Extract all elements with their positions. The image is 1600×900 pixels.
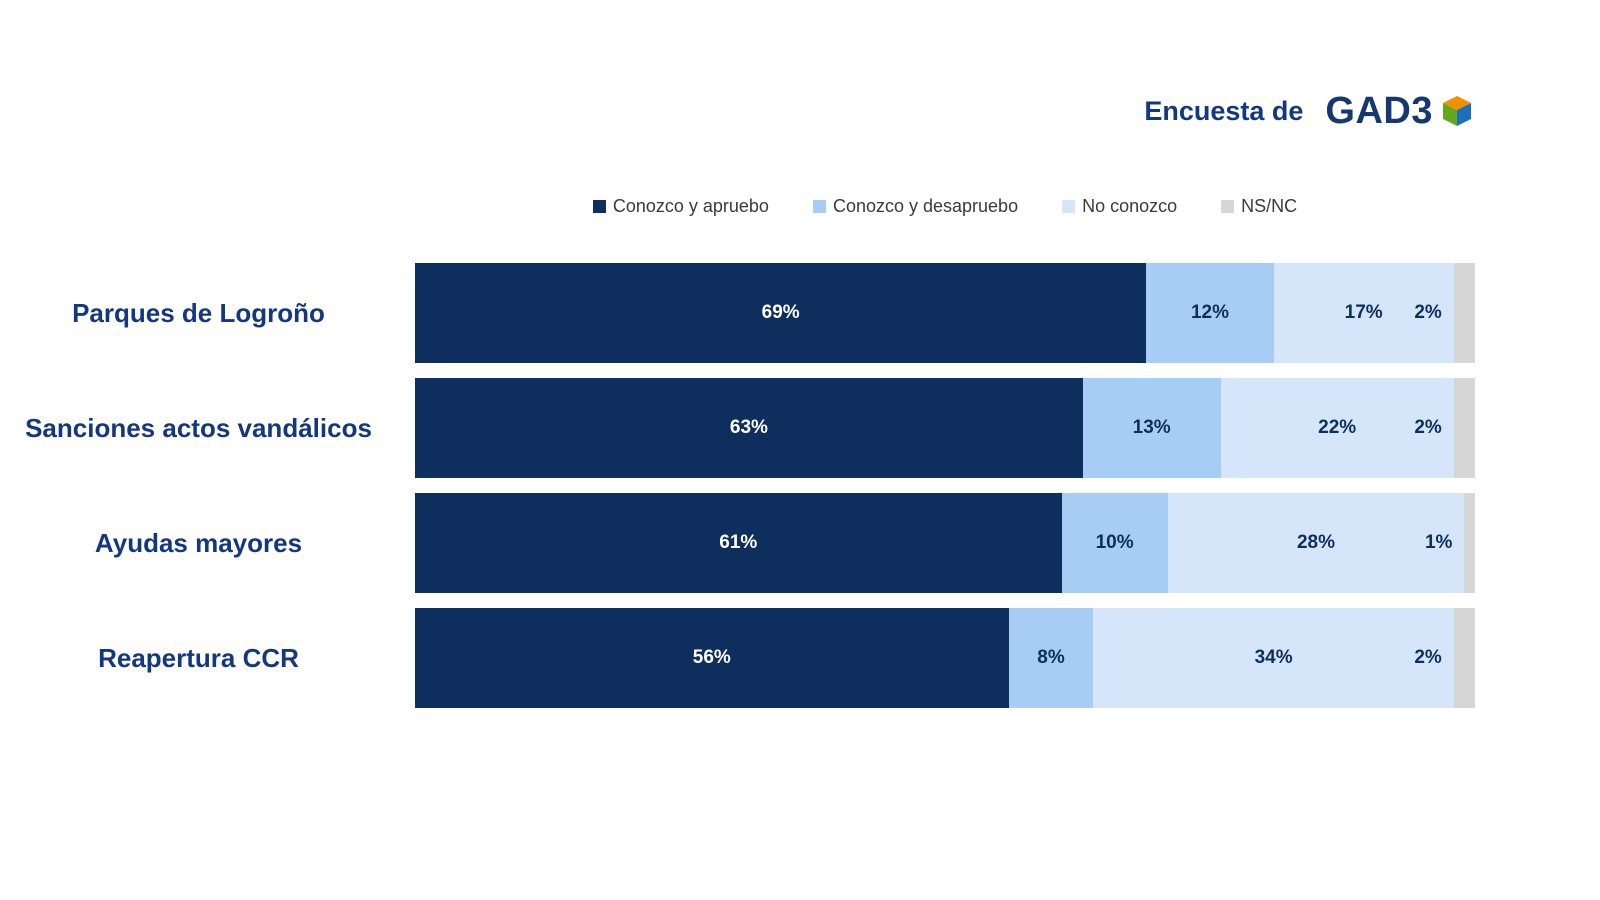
legend-item: Conozco y desapruebo (812, 196, 1019, 217)
category-label: Sanciones actos vandálicos (25, 412, 372, 443)
bar-segment (1453, 378, 1475, 478)
legend-swatch-icon (592, 200, 606, 213)
chart-row: Reapertura CCR 56% 8% 34% 2% (0, 608, 1475, 708)
nsnc-value-label: 2% (1414, 647, 1442, 668)
bar-segment: 63% (415, 378, 1083, 478)
legend-swatch-icon (1221, 200, 1235, 213)
legend-item: NS/NC (1221, 196, 1297, 217)
segment-value-label: 56% (692, 647, 731, 668)
bar-segment: 17% (1273, 263, 1454, 363)
bar-segment: 10% (1061, 493, 1168, 593)
segment-value-label: 69% (761, 302, 800, 323)
segment-value-label: 28% (1296, 532, 1335, 553)
category-label: Reapertura CCR (98, 642, 299, 673)
bar-segment: 22% (1220, 378, 1454, 478)
legend-label: No conozco (1082, 196, 1178, 216)
nsnc-value-label: 2% (1414, 417, 1442, 438)
bar-segment: 28% (1167, 493, 1465, 593)
nsnc-value-label: 2% (1414, 302, 1442, 323)
legend-label: Conozco y apruebo (612, 196, 769, 216)
bar-segment (1453, 263, 1475, 363)
segment-value-label: 61% (719, 532, 758, 553)
header: Encuesta de GAD3 (1144, 92, 1474, 130)
legend-swatch-icon (1062, 200, 1076, 213)
brand-name: GAD3 (1325, 90, 1433, 132)
bar-segment: 12% (1146, 263, 1274, 363)
chart-row: Ayudas mayores 61% 10% 28% 1% (0, 493, 1475, 593)
legend-swatch-icon (812, 200, 826, 213)
bar-segment (1464, 493, 1475, 593)
legend-item: Conozco y apruebo (592, 196, 769, 217)
cube-logo-icon (1443, 96, 1471, 126)
segment-value-label: 63% (729, 417, 768, 438)
segment-value-label: 8% (1037, 647, 1065, 668)
bar-segment: 56% (415, 608, 1009, 708)
stacked-bar-chart: Parques de Logroño 69% 12% 17% 2% Sanciones a… (0, 263, 1475, 723)
segment-value-label: 13% (1132, 417, 1171, 438)
category-label: Parques de Logroño (72, 297, 325, 328)
legend-label: NS/NC (1241, 196, 1298, 216)
bar-segment: 8% (1008, 608, 1094, 708)
segment-value-label: 34% (1254, 647, 1293, 668)
stacked-bar: 69% 12% 17% 2% (415, 263, 1475, 363)
segment-value-label: 10% (1095, 532, 1134, 553)
legend-label: Conozco y desapruebo (832, 196, 1019, 216)
stacked-bar: 56% 8% 34% 2% (415, 608, 1475, 708)
legend-item: No conozco (1062, 196, 1177, 217)
segment-value-label: 12% (1190, 302, 1229, 323)
header-prefix-text: Encuesta de (1144, 95, 1304, 126)
nsnc-value-label: 1% (1424, 532, 1453, 553)
bar-segment: 61% (415, 493, 1062, 593)
brand-logo: GAD3 (1325, 92, 1474, 130)
chart-row: Sanciones actos vandálicos 63% 13% 22% 2% (0, 378, 1475, 478)
chart-legend: Conozco y apruebo Conozco y desapruebo No … (415, 196, 1475, 217)
bar-segment: 13% (1082, 378, 1221, 478)
segment-value-label: 17% (1344, 302, 1383, 323)
bar-segment: 69% (415, 263, 1147, 363)
stacked-bar: 61% 10% 28% 1% (415, 493, 1475, 593)
stacked-bar: 63% 13% 22% 2% (415, 378, 1475, 478)
category-label: Ayudas mayores (94, 527, 303, 558)
bar-segment: 34% (1093, 608, 1454, 708)
bar-segment (1453, 608, 1475, 708)
chart-row: Parques de Logroño 69% 12% 17% 2% (0, 263, 1475, 363)
segment-value-label: 22% (1318, 417, 1357, 438)
